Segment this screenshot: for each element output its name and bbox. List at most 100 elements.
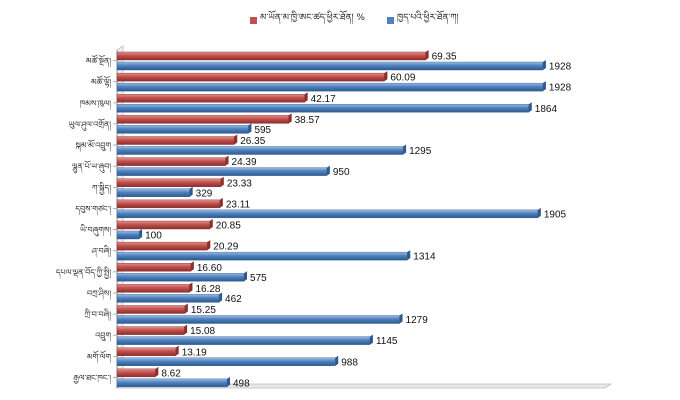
data-label-blue: 100 [145, 231, 162, 242]
data-label-blue: 595 [254, 125, 271, 136]
bar-red-side [288, 113, 292, 124]
data-label-red: 20.85 [216, 221, 241, 232]
category-label: མགོ་ལོག [87, 349, 111, 363]
data-label-red: 16.28 [195, 284, 220, 295]
category-label: དབུས་གཙང་། [75, 204, 111, 215]
data-label-red: 24.39 [232, 157, 257, 168]
category-label: མཚོ་སྔོན། [86, 54, 111, 68]
data-label-blue: 462 [225, 294, 242, 305]
category-label: ཀ་སྐྱིད། [92, 181, 111, 195]
bar-red [116, 94, 305, 103]
category-label: ཡི་བཞུགས། [80, 224, 111, 237]
bar-red-side [209, 219, 213, 229]
data-label-red: 15.25 [191, 305, 216, 316]
bar-red-side [225, 155, 229, 166]
legend-item-red: མ་ཡོན་མ་ཁྱི་ཨང་ཚད་ཕྱིར་ཐོན། % [250, 8, 365, 33]
data-label-red: 20.29 [213, 242, 238, 253]
bar-red-side [425, 50, 429, 60]
bar-red [116, 72, 385, 82]
bar-red-side [220, 176, 224, 187]
bar-red [116, 157, 226, 166]
bar-red [116, 263, 192, 272]
bar-red-side [175, 345, 179, 356]
bar-red [116, 178, 222, 187]
bar-red-side [234, 134, 238, 145]
data-label-blue: 1279 [406, 315, 429, 326]
legend-swatch-blue [386, 17, 394, 24]
category-label: ཤ་བཞི། [91, 245, 111, 258]
bar-blue-side [227, 376, 231, 387]
category-label: རྒྱལ་ཐང་ཁང་། [73, 373, 111, 384]
bar-blue-side [189, 186, 193, 197]
data-label-blue: 1295 [409, 146, 432, 157]
data-label-red: 8.62 [161, 368, 181, 379]
bar-red-side [384, 71, 388, 82]
bar-red [116, 284, 190, 293]
category-label: བཀྲ་ཤིས། [87, 287, 111, 300]
data-label-blue: 950 [333, 167, 350, 178]
data-label-red: 13.19 [182, 347, 207, 358]
bar-red-side [184, 303, 188, 314]
bar-blue-side [528, 102, 532, 113]
data-label-blue: 1928 [549, 83, 572, 94]
bar-red-side [207, 240, 211, 251]
bar-red [116, 347, 176, 356]
bar-blue-side [248, 123, 252, 134]
bar-blue [116, 82, 544, 92]
bar-blue [116, 230, 140, 240]
category-label: ལྷུན་པོ་ཡ་ཞུབ། [72, 160, 111, 174]
bar-blue-side [219, 292, 223, 303]
data-label-blue: 988 [341, 357, 358, 368]
bar-blue-side [399, 313, 403, 324]
bar-red-side [189, 282, 193, 293]
bar-red [116, 305, 186, 314]
category-label: ཀྲི་བ་བཞི། [84, 308, 111, 321]
legend-swatch-red [250, 17, 257, 24]
bar-red [116, 115, 289, 124]
bar-blue-side [407, 250, 411, 261]
bar-red-side [190, 261, 194, 272]
category-label: སྐམ་མོ་འབྲུག [75, 139, 111, 152]
bar-blue [116, 273, 245, 282]
data-label-blue: 1905 [544, 209, 567, 220]
bar-blue-side [537, 207, 541, 218]
bar-red [116, 326, 185, 335]
bar-blue [116, 209, 539, 219]
bar-blue-side [542, 60, 546, 70]
bar-blue [116, 104, 529, 113]
bar-blue [116, 167, 328, 176]
chart-legend: མ་ཡོན་མ་ཁྱི་ཨང་ཚད་ཕྱིར་ཐོན། % ཁྱད་པའི་ཕྱ… [250, 8, 459, 33]
category-label: ཡུལ་ཤུལ་འགྲོན། [69, 118, 112, 131]
bar-red-side [184, 324, 188, 335]
bar-blue-side [403, 144, 407, 155]
bar-blue-side [244, 271, 248, 282]
data-label-blue: 329 [196, 188, 213, 199]
data-label-blue: 498 [233, 378, 250, 389]
bar-blue [116, 251, 408, 261]
bar-red [116, 136, 235, 145]
bar-red-side [304, 92, 308, 103]
bar-blue-side [335, 355, 339, 366]
category-label: འབྲུག [95, 331, 111, 342]
bar-blue-side [139, 229, 143, 239]
data-label-blue: 1314 [413, 252, 436, 263]
bar-blue [116, 188, 190, 197]
data-label-red: 16.60 [197, 263, 222, 274]
bar-blue [116, 294, 220, 303]
bar-red [116, 199, 221, 209]
legend-item-blue: ཁྱད་པའི་ཕྱིར་ཐོན་ཀ། [386, 8, 459, 33]
bar-blue-side [542, 81, 546, 92]
data-label-red: 15.08 [190, 326, 215, 337]
plot-area: མཚོ་སྔོན། 69.35 1928 མཚོ་ལྷོ། 60.09 1928 ཁམས་ཁ… [56, 45, 613, 389]
data-label-blue: 1145 [376, 336, 398, 347]
data-label-blue: 1928 [549, 62, 572, 73]
bar-blue [116, 125, 249, 134]
bar-blue [116, 378, 228, 388]
bar-blue [116, 357, 336, 366]
category-label: ཁམས་ཁུལ། [80, 99, 112, 110]
bar-blue [116, 315, 400, 324]
bar-blue [116, 61, 544, 71]
data-label-red: 69.35 [432, 52, 457, 63]
bar-blue-side [369, 334, 373, 345]
